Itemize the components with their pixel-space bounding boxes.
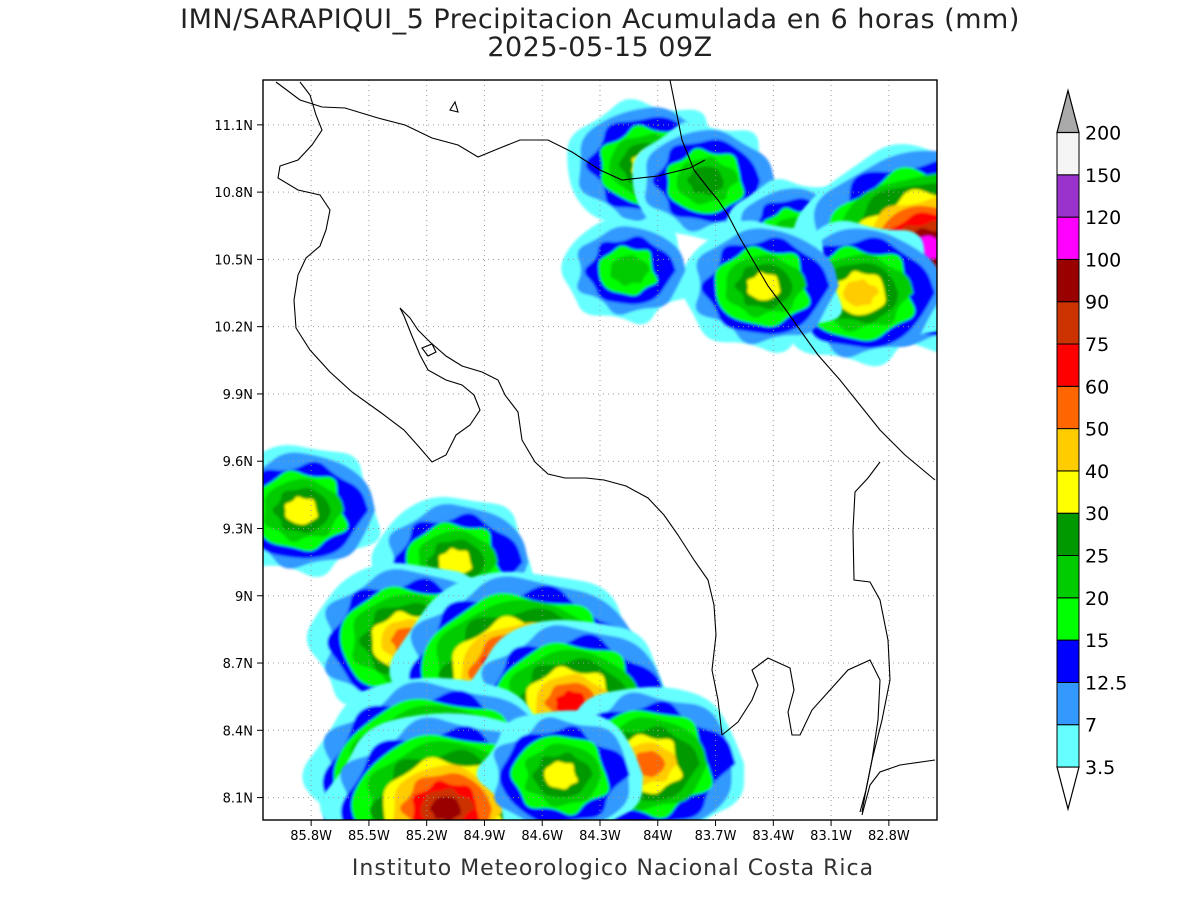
colorbar-label: 7 [1085,715,1097,737]
precip-cell [263,445,381,578]
precip-contour [438,548,472,577]
lat-tick-label: 10.2N [214,321,253,336]
colorbar-label: 75 [1085,334,1109,356]
colorbar-swatch [1056,681,1080,726]
lon-tick-label: 85.5W [348,829,390,844]
lon-tick-label: 83.4W [752,829,794,844]
colorbar-max-arrow [1056,88,1080,134]
precip-contour [429,796,462,820]
colorbar-swatch [1056,216,1080,260]
colorbar-swatch [1056,724,1080,768]
map-axes: 11.1N 10.8N 10.5N 10.2N 9.9N 9.6N 9.3N 9N 8.7N 8.… [214,119,910,844]
colorbar-swatch [1056,428,1080,472]
lon-tick-label: 83.1W [810,829,852,844]
panama-border-line [852,461,891,813]
colorbar-label: 120 [1085,207,1121,229]
colorbar-swatch [1056,301,1080,345]
lon-tick-label: 84.3W [579,829,621,844]
colorbar-swatch [1056,385,1080,430]
colorbar-label: 20 [1085,588,1109,610]
precip-contour [544,761,578,790]
colorbar-label: 3.5 [1085,757,1115,779]
precip-cell [476,710,643,820]
lat-tick-label: 10.5N [214,253,253,268]
map-gridlines [263,80,937,820]
map-subtitle-date: 2025-05-15 09Z [487,32,713,63]
credit-footer: Instituto Meteorologico Nacional Costa R… [351,856,875,881]
precip-contour [687,166,724,196]
colorbar-swatch [1056,258,1080,303]
colorbar-label: 200 [1085,123,1121,145]
colorbar-swatch [1056,597,1080,641]
lon-tick-label: 83.7W [695,829,737,844]
colorbar-label: 50 [1085,419,1109,441]
lat-tick-label: 10.8N [214,186,253,201]
lon-tick-label: 85.8W [290,829,332,844]
colorbar-label: 90 [1085,292,1109,314]
colorbar-swatch [1056,343,1080,387]
pacific-coast-nicoya [277,81,723,736]
colorbar-legend: 3.5 7 12.5 15 20 25 30 40 50 60 75 90 100 120 150 200 [1056,88,1127,812]
pacific-coast-south [861,759,936,816]
colorbar-min-arrow [1056,766,1080,812]
lat-tick-label: 9.3N [223,522,253,537]
precip-cell [561,217,693,325]
coastlines-borders [275,80,936,816]
lat-tick-label: 9N [235,590,253,605]
colorbar-swatch [1056,174,1080,218]
colorbar-swatch [1056,132,1080,176]
colorbar-swatch [1056,470,1080,514]
colorbar-label: 100 [1085,249,1121,271]
colorbar-label: 25 [1085,546,1109,568]
colorbar-swatch [1056,639,1080,683]
lon-tick-label: 84W [643,829,673,844]
precipitation-fields [263,99,937,820]
colorbar-swatch [1056,512,1080,557]
precip-contour [747,272,781,301]
lon-tick-label: 84.6W [521,829,563,844]
lat-tick-label: 8.1N [223,792,253,807]
map-title: IMN/SARAPIQUI_5 Precipitacion Acumulada … [180,4,1020,35]
colorbar-label: 15 [1085,630,1109,652]
island-gulf-nicoya [421,343,437,357]
colorbar-label: 12.5 [1085,672,1127,694]
lat-tick-label: 11.1N [214,119,253,134]
colorbar-label: 60 [1085,376,1109,398]
island-lake-nicaragua [449,100,459,113]
precip-contour [843,279,879,307]
north-border-line [275,81,706,181]
lon-tick-label: 85.2W [406,829,448,844]
precip-contour [610,255,650,286]
lat-tick-label: 8.4N [223,724,253,739]
colorbar-label: 30 [1085,503,1109,525]
colorbar-swatch [1056,555,1080,599]
precip-cell [632,121,776,242]
caribbean-coast-line [669,80,936,481]
precip-contour [284,496,318,525]
osa-peninsula-coast [721,657,881,813]
lon-tick-label: 84.9W [464,829,506,844]
colorbar-label: 40 [1085,461,1109,483]
lat-tick-label: 8.7N [223,657,253,672]
precip-cell [680,220,843,353]
lon-tick-label: 82.8W [868,829,910,844]
lat-tick-label: 9.9N [223,388,253,403]
lat-tick-label: 9.6N [223,455,253,470]
colorbar-label: 150 [1085,165,1121,187]
